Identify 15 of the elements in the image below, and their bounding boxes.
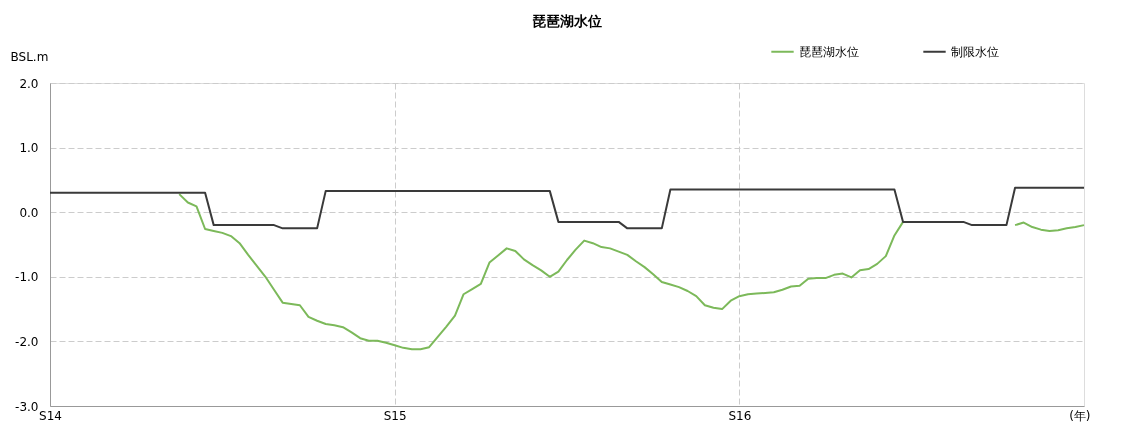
legend-label: 制限水位: [951, 44, 999, 59]
x-axis-title: (年): [1069, 408, 1091, 423]
y-tick-label: 0.0: [19, 205, 39, 220]
legend-label: 琵琶湖水位: [799, 44, 859, 59]
line-series: [49, 186, 1085, 230]
y-tick-label: -1.0: [15, 270, 39, 285]
x-tick-label: S14: [39, 408, 62, 423]
y-tick-label: 1.0: [19, 141, 39, 156]
y-axis-title: BSL.m: [10, 49, 49, 64]
y-tick-label: -3.0: [15, 399, 39, 414]
chart-title: 琵琶湖水位: [532, 13, 602, 29]
x-tick-label: S16: [728, 408, 752, 423]
x-tick-label: S15: [383, 408, 407, 423]
y-tick-label: -2.0: [15, 334, 39, 349]
y-tick-label: 2.0: [19, 76, 39, 91]
